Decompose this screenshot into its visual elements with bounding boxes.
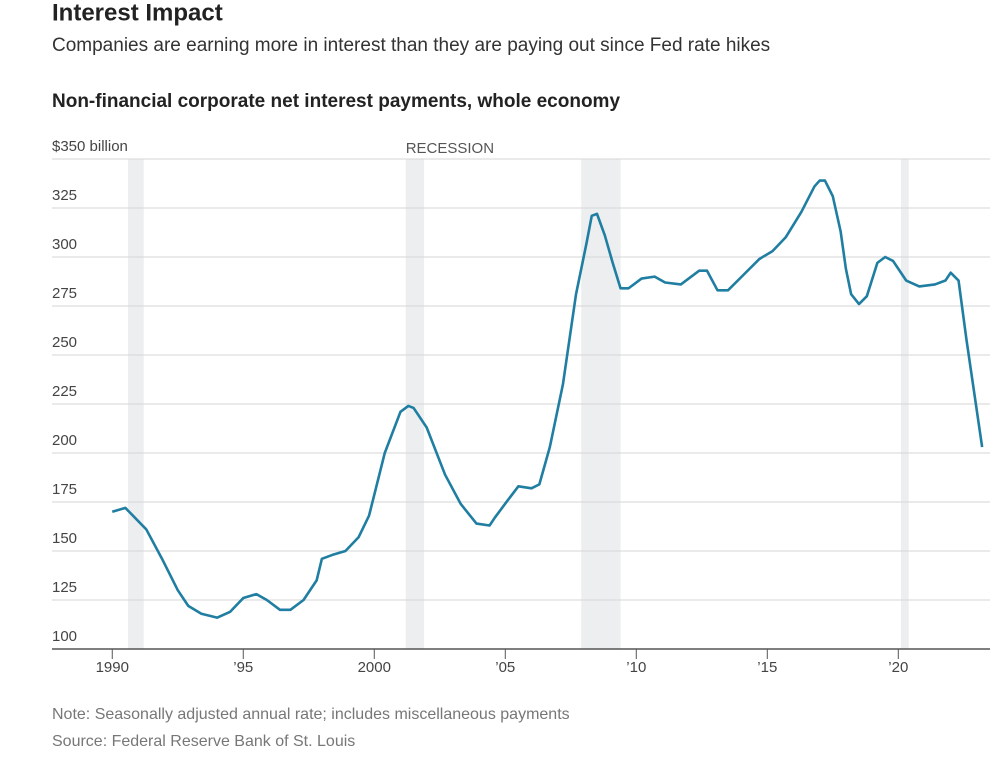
x-tick-label: 2000 (358, 659, 391, 676)
chart-title: Non-financial corporate net interest pay… (52, 91, 620, 112)
x-tick-label: ’20 (888, 659, 908, 676)
x-tick-label: ’95 (233, 659, 253, 676)
y-tick-label: 250 (52, 334, 77, 351)
subtitle: Companies are earning more in interest t… (52, 35, 770, 56)
y-tick-label: $350 billion (52, 138, 128, 155)
x-tick-label: ’10 (626, 659, 646, 676)
y-tick-label: 200 (52, 432, 77, 449)
y-tick-label: 175 (52, 481, 77, 498)
y-tick-label: 300 (52, 236, 77, 253)
title: Interest Impact (52, 0, 223, 26)
note: Note: Seasonally adjusted annual rate; i… (52, 706, 570, 723)
x-tick-label: 1990 (96, 659, 129, 676)
y-tick-label: 325 (52, 187, 77, 204)
source: Source: Federal Reserve Bank of St. Loui… (52, 733, 355, 750)
y-tick-label: 275 (52, 285, 77, 302)
y-tick-label: 150 (52, 530, 77, 547)
x-tick-label: ’05 (495, 659, 515, 676)
y-tick-label: 125 (52, 579, 77, 596)
x-tick-label: ’15 (757, 659, 777, 676)
y-tick-label: 100 (52, 628, 77, 645)
recession-label: RECESSION (406, 140, 494, 157)
data-line (111, 179, 984, 619)
y-tick-label: 225 (52, 383, 77, 400)
